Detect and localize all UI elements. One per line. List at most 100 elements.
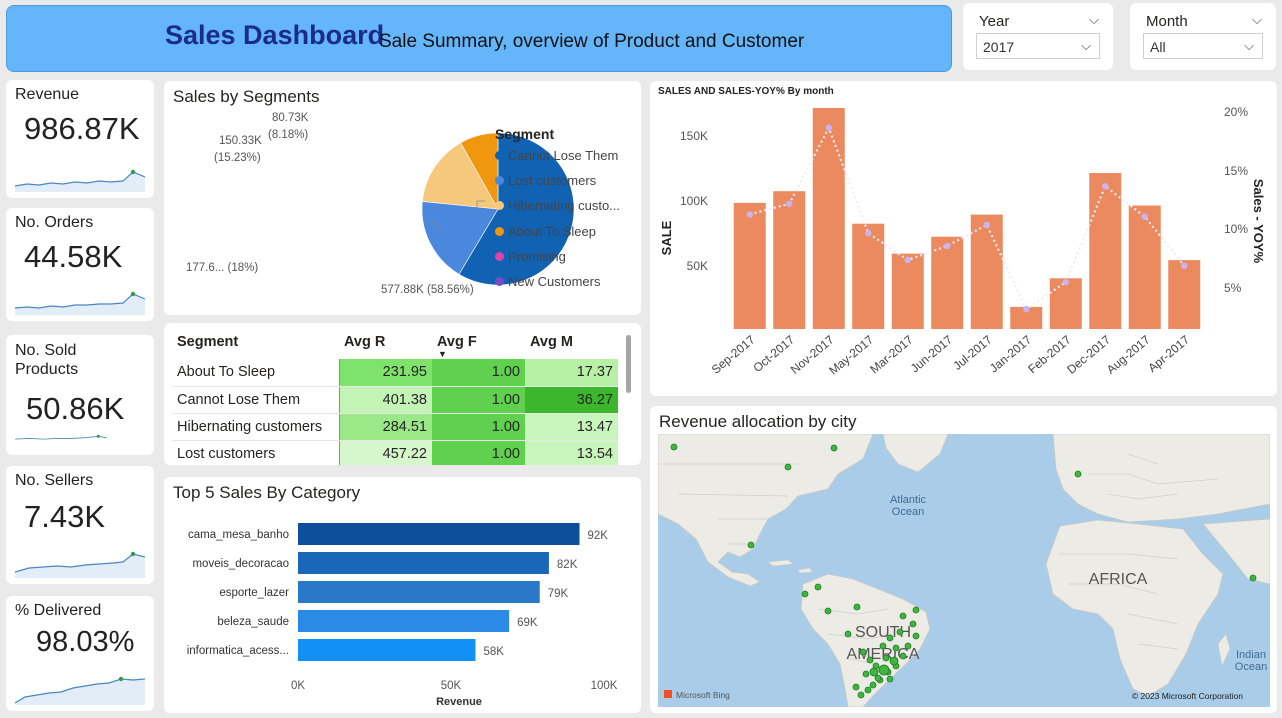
kpi-value: 44.58K — [24, 239, 123, 274]
pie-slice[interactable] — [421, 201, 499, 275]
legend-dot — [495, 277, 504, 286]
yoy-point[interactable] — [983, 221, 990, 229]
column-header-avg-m[interactable]: Avg M — [530, 334, 573, 350]
sales-yoy-card: SALES AND SALES-YOY% By month SALE Sales… — [650, 81, 1277, 396]
sales-bar[interactable] — [891, 253, 924, 329]
legend-item[interactable]: Promising — [495, 249, 566, 264]
yoy-point[interactable] — [865, 229, 872, 237]
table-row[interactable]: About To Sleep 231.95 1.00 17.37 — [172, 359, 618, 387]
category-bar[interactable] — [298, 552, 549, 574]
sales-bar[interactable] — [852, 223, 885, 329]
category-bar[interactable] — [298, 581, 540, 603]
yoy-line — [749, 125, 1186, 311]
legend-label: Cannot Lose Them — [508, 148, 619, 163]
page-subtitle: Sale Summary, overview of Product and Cu… — [379, 31, 805, 52]
column-header-avg-r[interactable]: Avg R — [344, 334, 386, 350]
category-label: beleza_saude — [217, 616, 289, 628]
kpi-value: 7.43K — [24, 499, 106, 534]
yoy-point[interactable] — [1062, 279, 1069, 286]
bar-value-label: 92K — [588, 530, 609, 542]
chevron-down-icon: ⌵ — [1081, 38, 1091, 53]
bing-logo-icon — [664, 690, 672, 698]
sales-yoy-chart[interactable]: SALES AND SALES-YOY% By month SALE Sales… — [650, 81, 1277, 396]
month-dropdown-value: All — [1150, 39, 1166, 55]
y-tick-right: 5% — [1224, 281, 1242, 295]
year-dropdown-value: 2017 — [983, 39, 1015, 55]
pie-slice[interactable] — [460, 132, 499, 211]
sparkline — [15, 291, 145, 315]
column-header-avg-f[interactable]: Avg F ▼ — [432, 325, 525, 359]
table-row[interactable]: Cannot Lose Them 401.38 1.00 36.27 — [172, 386, 618, 414]
legend-item[interactable]: Lost customers — [495, 173, 596, 188]
legend-dot — [495, 176, 504, 185]
dashboard-header: Sales Dashboard Sale Summary, overview o… — [6, 5, 952, 72]
table-scrollbar[interactable] — [626, 335, 631, 393]
card-title: Revenue allocation by city — [659, 412, 857, 431]
legend-label: Hibernating custo... — [508, 198, 621, 213]
kpi-label: % Delivered — [15, 602, 102, 619]
kpi-card-sold-products[interactable]: No. Sold Products 50.86K — [6, 335, 154, 455]
city-bubbles — [670, 443, 1257, 699]
sales-bar[interactable] — [812, 108, 845, 329]
yoy-point[interactable] — [904, 256, 911, 264]
yoy-point[interactable] — [746, 211, 753, 218]
kpi-card-revenue[interactable]: Revenue 986.87K — [6, 80, 154, 198]
legend-item[interactable]: New Customers — [495, 274, 600, 289]
cell-avg-m: 17.37 — [525, 359, 618, 387]
bar-value-label: 82K — [557, 559, 578, 571]
bar-value-label: 69K — [517, 617, 538, 629]
pie-slice[interactable] — [422, 142, 499, 210]
yoy-point[interactable] — [1141, 213, 1148, 220]
table-row[interactable]: Hibernating customers 284.51 1.00 13.47 — [172, 413, 618, 441]
cell-segment: Lost customers — [172, 440, 340, 465]
legend-dot — [495, 252, 504, 261]
pie-slice[interactable] — [458, 132, 575, 286]
table-row[interactable]: Lost customers 457.22 1.00 13.54 — [172, 440, 618, 465]
africa-borders — [1058, 553, 1179, 650]
north-america-borders — [658, 463, 798, 545]
revenue-map[interactable]: Atlantic Ocean AFRICA SOUTH AMERICA Indi… — [658, 434, 1270, 707]
kpi-card-delivered[interactable]: % Delivered 98.03% — [6, 596, 154, 711]
cell-segment: Hibernating customers — [172, 413, 340, 441]
yoy-point[interactable] — [944, 242, 951, 250]
column-header-segment[interactable]: Segment — [177, 334, 239, 350]
legend-label: Promising — [508, 249, 566, 264]
chevron-down-icon[interactable]: ⌵ — [1252, 12, 1262, 27]
segments-pie-chart[interactable]: 577.88K (58.56%) 177.6... (18%) 150.33K … — [164, 81, 641, 315]
legend-item[interactable]: About To Sleep — [495, 224, 596, 239]
sales-bar[interactable] — [1049, 278, 1082, 329]
sales-bar[interactable] — [733, 202, 766, 329]
kpi-card-sellers[interactable]: No. Sellers 7.43K — [6, 466, 154, 584]
sales-bar[interactable] — [1128, 205, 1161, 330]
pie-leader-lines — [430, 200, 485, 232]
category-bar[interactable] — [298, 610, 510, 632]
greenland-landmass — [882, 434, 949, 473]
yoy-point[interactable] — [1181, 262, 1188, 270]
sales-bar[interactable] — [1089, 173, 1122, 329]
sales-bar[interactable] — [773, 191, 806, 329]
kpi-card-orders[interactable]: No. Orders 44.58K — [6, 208, 154, 321]
legend-item[interactable]: Hibernating custo... — [495, 198, 620, 213]
map-label-indian-ocean: Indian — [1236, 649, 1266, 661]
yoy-point[interactable] — [1102, 183, 1109, 190]
sales-bar[interactable] — [1168, 260, 1201, 329]
x-tick-label: May-2017 — [826, 332, 876, 377]
yoy-point[interactable] — [825, 124, 832, 131]
year-dropdown[interactable]: 2017 ⌵ — [976, 33, 1100, 59]
sales-bar[interactable] — [931, 236, 964, 329]
category-bar[interactable] — [298, 639, 476, 661]
sales-bar[interactable] — [1010, 306, 1043, 329]
pie-label-cannot-lose: 577.88K (58.56%) — [381, 284, 474, 296]
chevron-down-icon[interactable]: ⌵ — [1089, 12, 1099, 27]
category-bar[interactable] — [298, 523, 580, 545]
y-tick-right: 20% — [1224, 105, 1248, 119]
yoy-point[interactable] — [786, 200, 793, 208]
yoy-point[interactable] — [1023, 305, 1030, 313]
sort-descending-icon: ▼ — [438, 349, 447, 359]
category-bar-chart[interactable]: cama_mesa_banho 92K moveis_decoracao 82K esp… — [164, 477, 641, 713]
month-dropdown[interactable]: All ⌵ — [1143, 33, 1263, 59]
sales-bar[interactable] — [970, 214, 1003, 329]
legend-item[interactable]: Cannot Lose Them — [495, 148, 618, 163]
kpi-value: 50.86K — [26, 391, 125, 426]
cell-avg-m: 13.54 — [525, 440, 618, 465]
